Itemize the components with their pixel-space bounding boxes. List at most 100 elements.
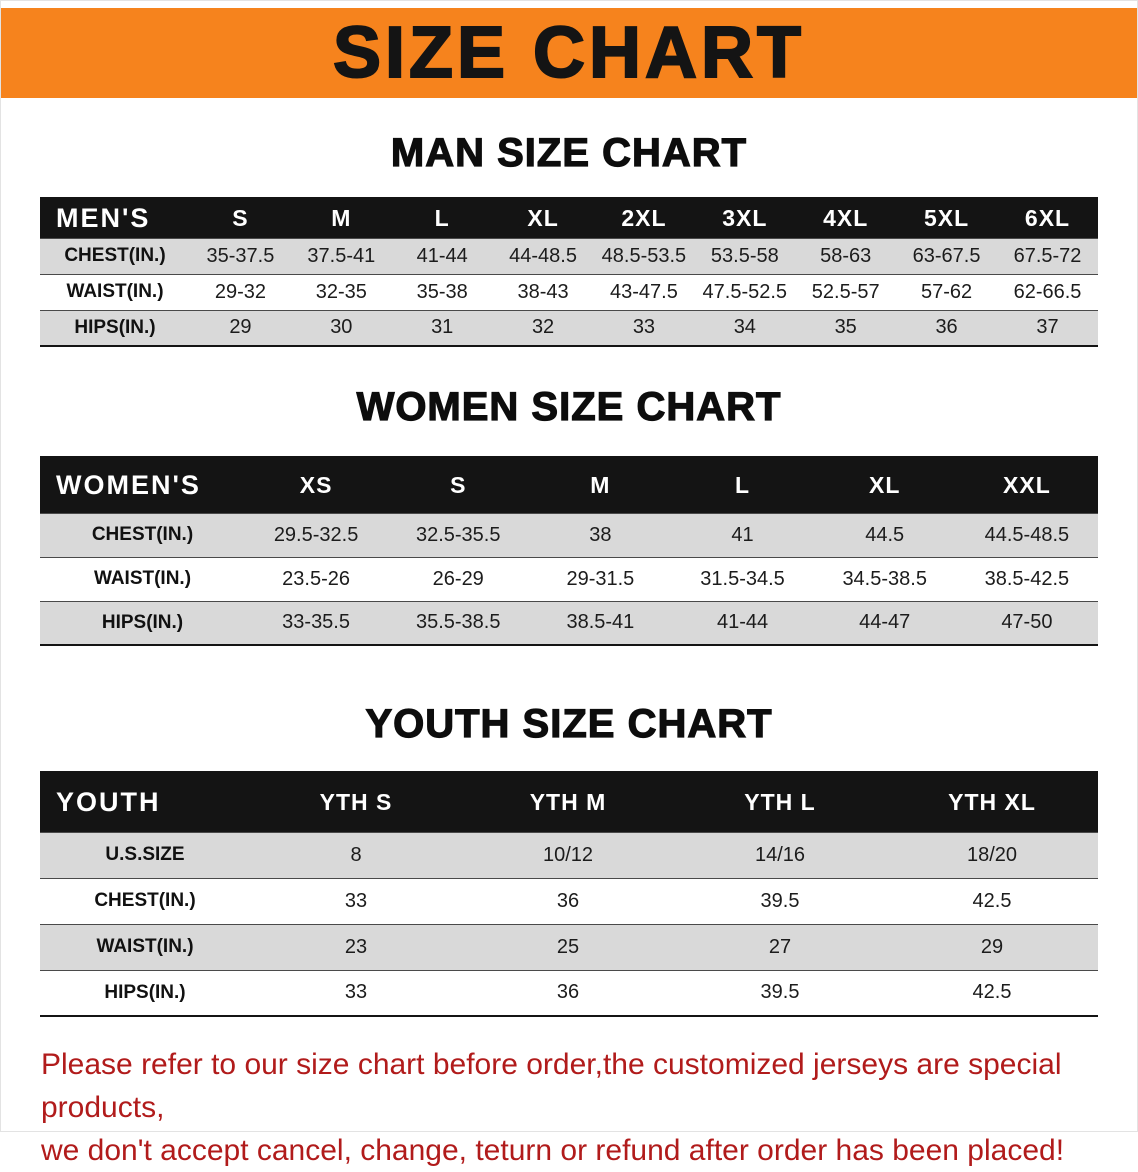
table-row: CHEST(IN.) 33 36 39.5 42.5: [40, 877, 1098, 925]
size-value: 39.5: [674, 969, 886, 1017]
table-row: WAIST(IN.) 23 25 27 29: [40, 923, 1098, 971]
row-label: WAIST(IN.): [40, 923, 250, 971]
table-title-cell: YOUTH: [40, 772, 250, 832]
size-value: 36: [462, 969, 674, 1017]
size-value: 29-32: [190, 273, 291, 311]
row-label: HIPS(IN.): [40, 309, 190, 347]
size-value: 42.5: [886, 969, 1098, 1017]
size-value: 14/16: [674, 831, 886, 879]
table-row: U.S.SIZE 8 10/12 14/16 18/20: [40, 831, 1098, 879]
women-size-table: WOMEN'S XS S M L XL XXL CHEST(IN.) 29.5-32.5 32.5…: [40, 456, 1098, 646]
table-title-cell: MEN'S: [40, 198, 190, 238]
size-value: 35.5-38.5: [387, 600, 530, 646]
size-value: 43-47.5: [593, 273, 695, 311]
order-policy-line-1: Please refer to our size chart before or…: [41, 1048, 1062, 1124]
size-value: 42.5: [886, 877, 1098, 925]
size-column-header: 2XL: [593, 198, 695, 238]
size-value: 38.5-41: [529, 600, 672, 646]
row-label: CHEST(IN.): [40, 237, 190, 275]
size-value: 47-50: [955, 600, 1098, 646]
row-label: U.S.SIZE: [40, 831, 250, 879]
youth-size-table: YOUTH YTH S YTH M YTH L YTH XL U.S.SIZE 8 10/12…: [40, 771, 1098, 1017]
size-value: 36: [462, 877, 674, 925]
size-value: 29-31.5: [529, 556, 672, 602]
size-value: 18/20: [886, 831, 1098, 879]
order-policy-notice: Please refer to our size chart before or…: [41, 1043, 1111, 1172]
women-section-heading: WOMEN SIZE CHART: [356, 384, 782, 429]
table-row: HIPS(IN.) 33 36 39.5 42.5: [40, 969, 1098, 1017]
row-label: HIPS(IN.): [40, 969, 250, 1017]
size-value: 29: [190, 309, 291, 347]
size-value: 33: [250, 969, 462, 1017]
size-column-header: YTH S: [250, 772, 462, 832]
size-column-header: S: [387, 457, 530, 513]
size-value: 39.5: [674, 877, 886, 925]
size-column-header: M: [290, 198, 392, 238]
size-column-header: 5XL: [896, 198, 997, 238]
size-value: 53.5-58: [694, 237, 796, 275]
size-value: 25: [462, 923, 674, 971]
size-value: 35: [795, 309, 897, 347]
size-column-header: L: [671, 457, 814, 513]
size-value: 41-44: [671, 600, 814, 646]
size-column-header: 4XL: [795, 198, 897, 238]
table-header-row: WOMEN'S XS S M L XL XXL: [40, 457, 1098, 513]
size-value: 63-67.5: [896, 237, 997, 275]
size-value: 10/12: [462, 831, 674, 879]
table-row: HIPS(IN.) 33-35.5 35.5-38.5 38.5-41 41-44 44-…: [40, 600, 1098, 646]
size-value: 34: [694, 309, 796, 347]
table-title-cell: WOMEN'S: [40, 457, 245, 513]
size-value: 34.5-38.5: [813, 556, 956, 602]
men-size-table: MEN'S S M L XL 2XL 3XL 4XL 5XL 6XL CHEST(IN.) 35-37…: [40, 197, 1098, 347]
size-value: 44.5: [813, 512, 956, 558]
table-row: HIPS(IN.) 29 30 31 32 33 34 35 36 37: [40, 309, 1098, 347]
youth-section-heading: YOUTH SIZE CHART: [365, 701, 773, 746]
size-value: 32: [492, 309, 594, 347]
row-label: HIPS(IN.): [40, 600, 245, 646]
row-label: CHEST(IN.): [40, 877, 250, 925]
size-column-header: XS: [245, 457, 388, 513]
size-value: 29.5-32.5: [245, 512, 388, 558]
row-label: CHEST(IN.): [40, 512, 245, 558]
row-label: WAIST(IN.): [40, 273, 190, 311]
size-value: 8: [250, 831, 462, 879]
size-column-header: 6XL: [997, 198, 1098, 238]
size-value: 38: [529, 512, 672, 558]
table-row: CHEST(IN.) 29.5-32.5 32.5-35.5 38 41 44.5 44.5…: [40, 512, 1098, 558]
size-value: 36: [896, 309, 997, 347]
size-value: 33: [593, 309, 695, 347]
size-value: 30: [290, 309, 392, 347]
table-row: WAIST(IN.) 29-32 32-35 35-38 38-43 43-47.5 47.…: [40, 273, 1098, 311]
size-value: 35-37.5: [190, 237, 291, 275]
size-value: 23.5-26: [245, 556, 388, 602]
size-column-header: S: [190, 198, 291, 238]
size-value: 52.5-57: [795, 273, 897, 311]
size-value: 33: [250, 877, 462, 925]
size-column-header: XXL: [955, 457, 1098, 513]
size-value: 38.5-42.5: [955, 556, 1098, 602]
size-value: 44-47: [813, 600, 956, 646]
table-header-row: YOUTH YTH S YTH M YTH L YTH XL: [40, 772, 1098, 832]
table-row: CHEST(IN.) 35-37.5 37.5-41 41-44 44-48.5 48.5…: [40, 237, 1098, 275]
size-column-header: YTH XL: [886, 772, 1098, 832]
size-column-header: L: [391, 198, 493, 238]
banner: SIZE CHART: [1, 8, 1137, 98]
size-column-header: M: [529, 457, 672, 513]
size-value: 37.5-41: [290, 237, 392, 275]
size-value: 41-44: [391, 237, 493, 275]
size-column-header: YTH M: [462, 772, 674, 832]
size-value: 32-35: [290, 273, 392, 311]
size-value: 58-63: [795, 237, 897, 275]
row-label: WAIST(IN.): [40, 556, 245, 602]
size-value: 23: [250, 923, 462, 971]
size-value: 57-62: [896, 273, 997, 311]
size-value: 44-48.5: [492, 237, 594, 275]
size-value: 31: [391, 309, 493, 347]
size-value: 32.5-35.5: [387, 512, 530, 558]
size-column-header: 3XL: [694, 198, 796, 238]
size-value: 41: [671, 512, 814, 558]
size-value: 29: [886, 923, 1098, 971]
men-section-heading: MAN SIZE CHART: [390, 130, 748, 175]
size-value: 67.5-72: [997, 237, 1098, 275]
